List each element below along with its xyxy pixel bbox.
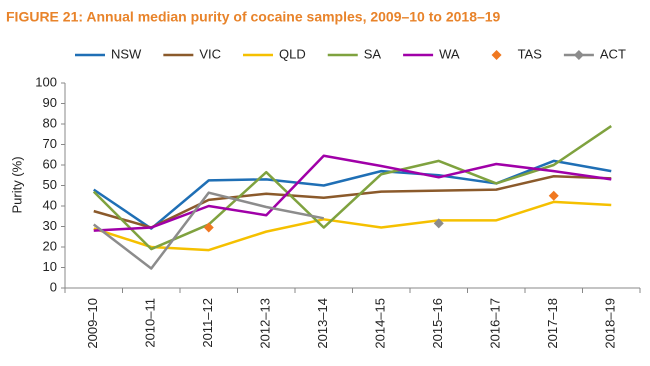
x-tick-label: 2013–14 xyxy=(315,298,330,349)
y-tick-label: 50 xyxy=(43,177,57,192)
series-line xyxy=(93,200,612,252)
legend-label: WA xyxy=(439,46,460,61)
x-tick-label: 2012–13 xyxy=(258,298,273,349)
x-tick-label: 2014–15 xyxy=(373,298,388,349)
y-tick-label: 30 xyxy=(43,218,57,233)
legend-label: NSW xyxy=(111,46,142,61)
y-tick-label: 10 xyxy=(43,259,57,274)
y-tick-label: 70 xyxy=(43,136,57,151)
series-line xyxy=(92,191,324,270)
series-marker xyxy=(548,190,559,201)
x-tick-label: 2015–16 xyxy=(430,298,445,349)
y-tick-label: 20 xyxy=(43,238,57,253)
legend-label: QLD xyxy=(279,46,306,61)
legend-marker xyxy=(491,50,502,60)
legend-label: VIC xyxy=(199,46,221,61)
y-tick-label: 60 xyxy=(43,156,57,171)
legend-label: TAS xyxy=(518,46,543,61)
series-line xyxy=(92,125,612,251)
x-tick-label: 2009–10 xyxy=(85,298,100,349)
legend-label: ACT xyxy=(600,46,626,61)
y-axis-label: Purity (%) xyxy=(9,156,24,213)
series-marker xyxy=(433,218,444,229)
series-line xyxy=(93,154,612,232)
y-tick-label: 40 xyxy=(43,197,57,212)
y-tick-label: 100 xyxy=(35,74,57,89)
y-tick-label: 0 xyxy=(50,279,57,294)
x-tick-label: 2018–19 xyxy=(603,298,618,349)
series-marker xyxy=(203,222,214,233)
y-tick-label: 80 xyxy=(43,115,57,130)
series-line xyxy=(93,175,612,229)
legend-marker xyxy=(573,50,584,60)
x-tick-label: 2016–17 xyxy=(488,298,503,349)
legend-label: SA xyxy=(364,46,382,61)
x-tick-label: 2011–12 xyxy=(200,298,215,348)
series-line xyxy=(93,159,612,230)
chart-title: FIGURE 21: Annual median purity of cocai… xyxy=(6,9,501,25)
x-tick-label: 2017–18 xyxy=(545,298,560,349)
y-tick-label: 90 xyxy=(43,95,57,110)
x-tick-label: 2010–11 xyxy=(143,298,158,348)
